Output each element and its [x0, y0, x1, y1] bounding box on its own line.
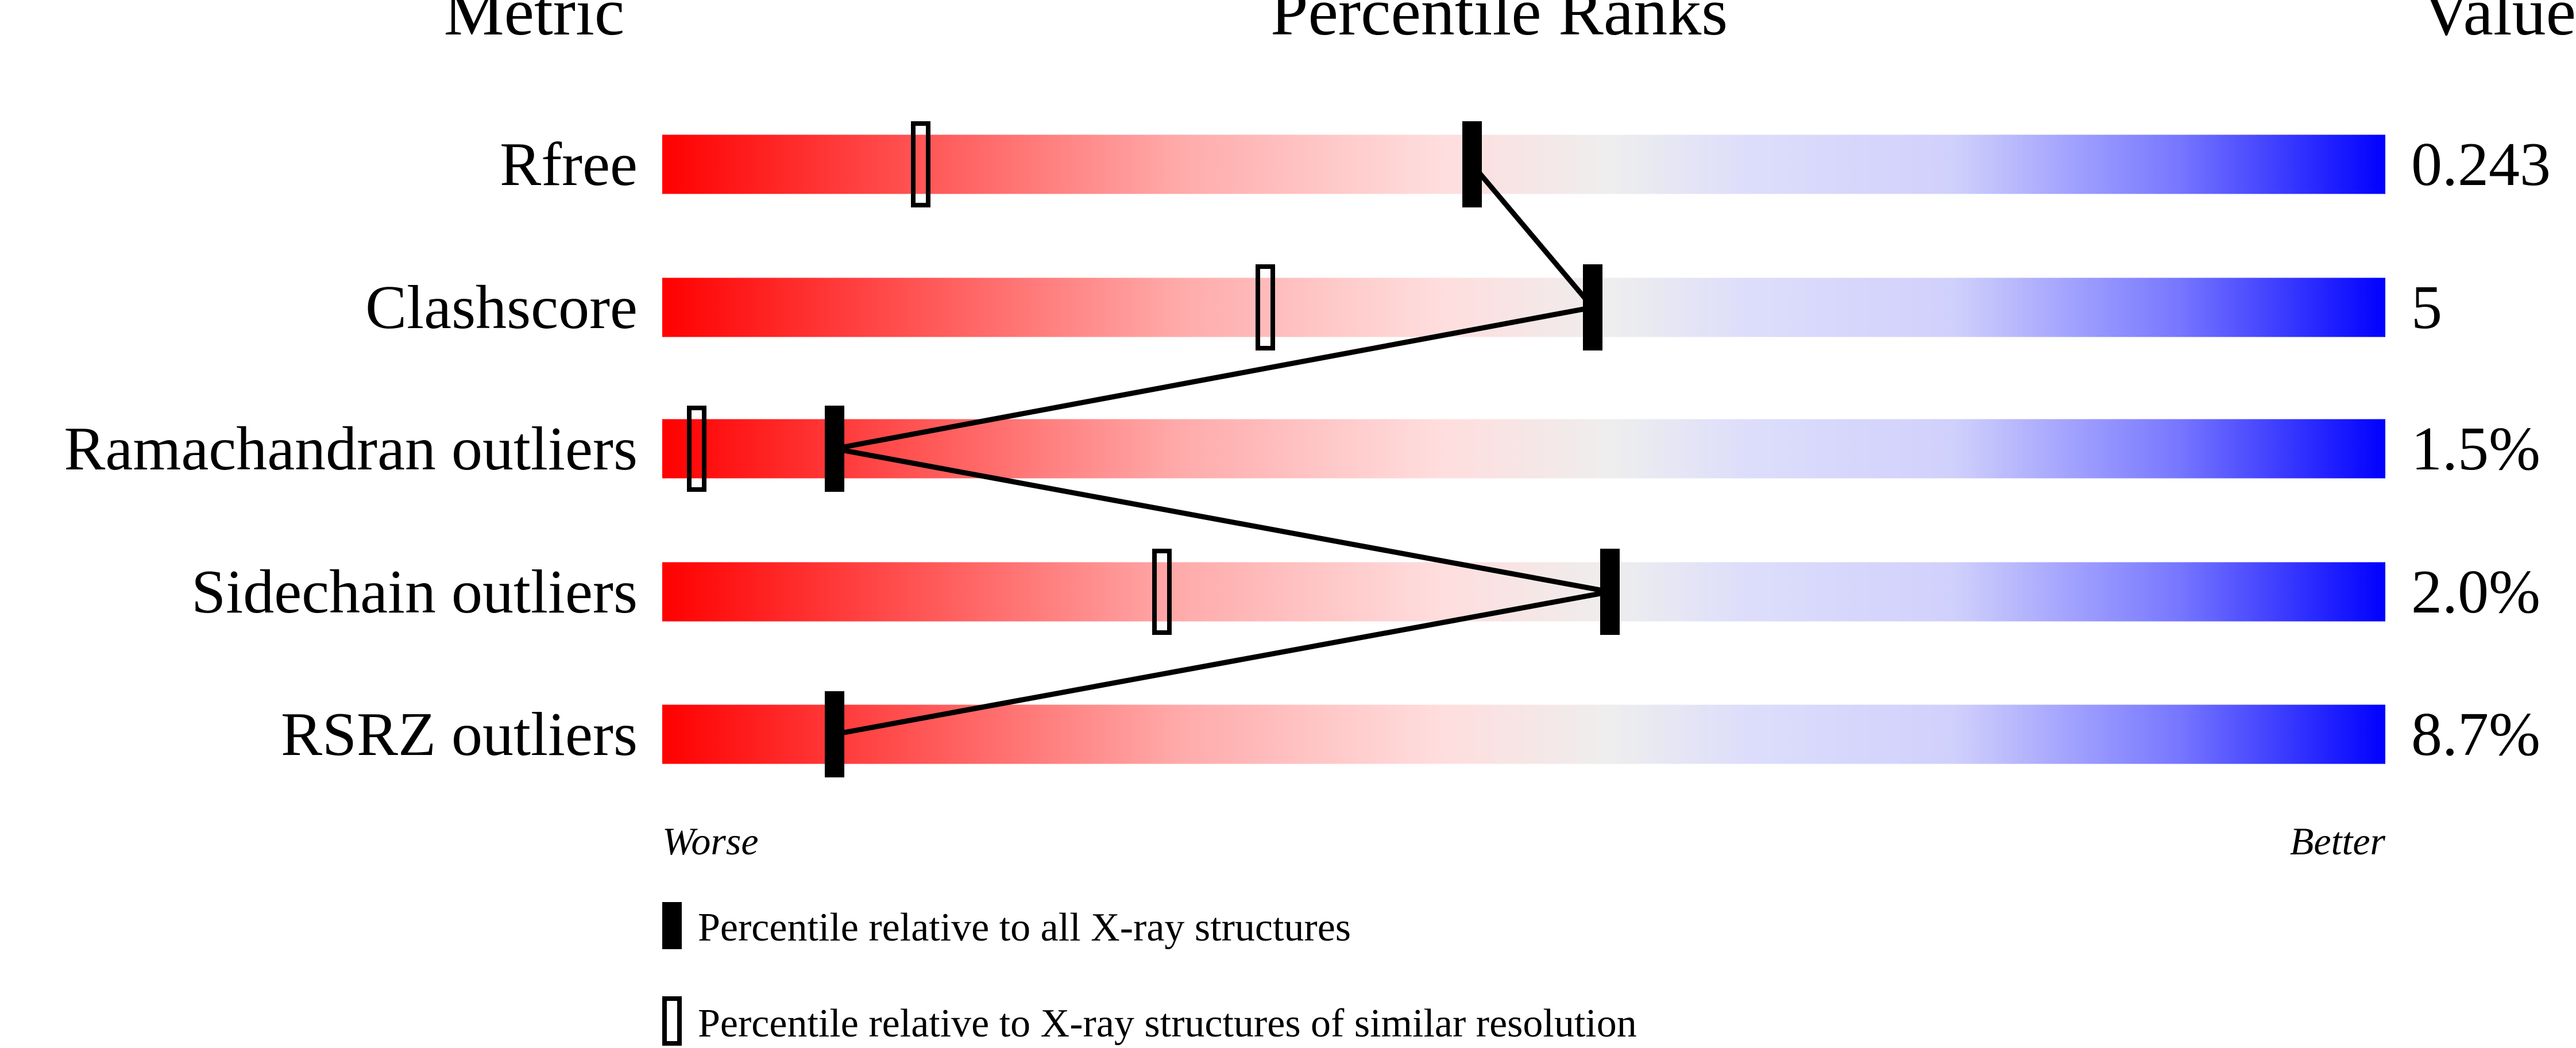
- worse-label: Worse: [662, 819, 759, 863]
- percentile-bar: [662, 704, 2385, 764]
- legend-open-marker: [662, 996, 682, 1046]
- all-structures-marker: [1462, 121, 1482, 207]
- metric-row: Ramachandran outliers 1.5%: [64, 415, 2540, 483]
- metric-label: RSRZ outliers: [281, 700, 638, 769]
- all-structures-marker: [1600, 549, 1620, 635]
- percentile-bar: [662, 562, 2385, 622]
- all-structures-marker: [825, 406, 844, 492]
- legend-filled-label: Percentile relative to all X-ray structu…: [698, 906, 1351, 950]
- metric-value: 5: [2411, 273, 2442, 342]
- metric-label: Clashscore: [365, 273, 638, 342]
- all-structures-marker: [1583, 264, 1602, 350]
- metric-label: Ramachandran outliers: [64, 415, 638, 483]
- metric-row: RSRZ outliers 8.7%: [281, 700, 2540, 769]
- percentile-bar: [662, 419, 2385, 479]
- all-structures-marker: [825, 691, 844, 777]
- metric-row: Clashscore 5: [365, 273, 2442, 342]
- legend-filled-marker: [662, 902, 682, 949]
- metric-row: Sidechain outliers 2.0%: [191, 558, 2540, 626]
- metric-value: 8.7%: [2411, 700, 2540, 769]
- similar-resolution-marker: [911, 121, 930, 207]
- percentile-bar: [662, 278, 2385, 337]
- similar-resolution-marker: [687, 406, 706, 492]
- header-metric: Metric: [444, 0, 625, 49]
- legend-open-label: Percentile relative to X-ray structures …: [698, 1001, 1637, 1046]
- metric-label: Sidechain outliers: [191, 558, 638, 626]
- metric-row: Rfree 0.243: [500, 130, 2551, 199]
- metric-label: Rfree: [500, 130, 638, 199]
- metric-rows: RSRZ outliers 8.7% Sidechain outliers 2.0% R…: [64, 121, 2551, 777]
- better-label: Better: [2290, 819, 2386, 863]
- metric-value: 0.243: [2411, 130, 2551, 199]
- similar-resolution-marker: [1256, 264, 1275, 350]
- similar-resolution-marker: [1152, 549, 1172, 635]
- legend: Percentile relative to all X-ray structu…: [662, 902, 1637, 1046]
- metric-value: 1.5%: [2411, 415, 2540, 483]
- metric-value: 2.0%: [2411, 558, 2540, 626]
- header-value: Value: [2421, 0, 2576, 49]
- header-percentile-ranks: Percentile Ranks: [1270, 0, 1728, 49]
- percentile-bar: [662, 134, 2385, 194]
